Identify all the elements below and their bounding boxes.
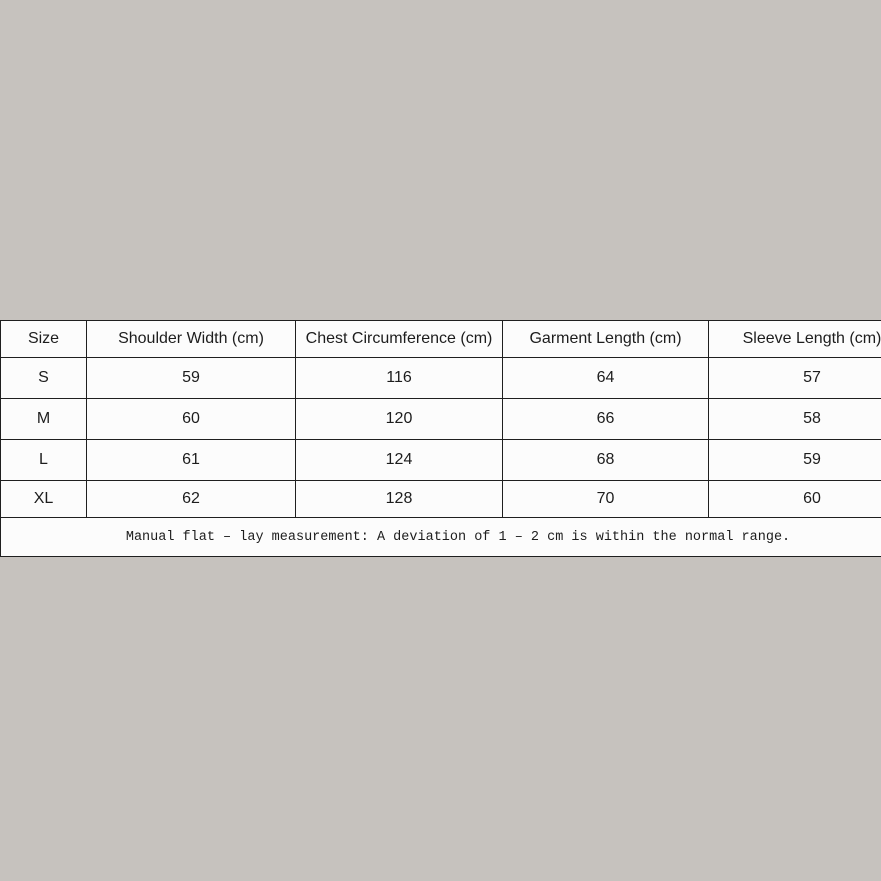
cell-chest-circumference: 128: [295, 480, 503, 518]
cell-garment-length: 64: [502, 357, 709, 399]
header-shoulder-width: Shoulder Width (cm): [86, 320, 296, 358]
cell-chest-circumference: 120: [295, 398, 503, 440]
size-chart: Size Shoulder Width (cm) Chest Circumfer…: [0, 320, 881, 557]
cell-size-label: XL: [0, 480, 87, 518]
cell-shoulder-width: 59: [86, 357, 296, 399]
cell-shoulder-width: 60: [86, 398, 296, 440]
header-size: Size: [0, 320, 87, 358]
header-row: Size Shoulder Width (cm) Chest Circumfer…: [0, 320, 881, 358]
cell-size-label: S: [0, 357, 87, 399]
cell-sleeve-length: 60: [708, 480, 881, 518]
cell-sleeve-length: 58: [708, 398, 881, 440]
size-row-s: S 59 116 64 57: [0, 357, 881, 399]
size-row-m: M 60 120 66 58: [0, 398, 881, 440]
header-sleeve-length: Sleeve Length (cm): [708, 320, 881, 358]
header-garment-length: Garment Length (cm): [502, 320, 709, 358]
cell-sleeve-length: 57: [708, 357, 881, 399]
size-row-l: L 61 124 68 59: [0, 439, 881, 481]
cell-chest-circumference: 116: [295, 357, 503, 399]
header-chest-circumference: Chest Circumference (cm): [295, 320, 503, 358]
cell-chest-circumference: 124: [295, 439, 503, 481]
size-table: Size Shoulder Width (cm) Chest Circumfer…: [0, 320, 881, 557]
cell-sleeve-length: 59: [708, 439, 881, 481]
size-row-xl: XL 62 128 70 60: [0, 480, 881, 518]
note-row: Manual flat – lay measurement: A deviati…: [0, 517, 881, 557]
measurement-note: Manual flat – lay measurement: A deviati…: [0, 517, 881, 557]
cell-size-label: L: [0, 439, 87, 481]
cell-shoulder-width: 62: [86, 480, 296, 518]
cell-garment-length: 68: [502, 439, 709, 481]
cell-size-label: M: [0, 398, 87, 440]
cell-shoulder-width: 61: [86, 439, 296, 481]
cell-garment-length: 70: [502, 480, 709, 518]
cell-garment-length: 66: [502, 398, 709, 440]
